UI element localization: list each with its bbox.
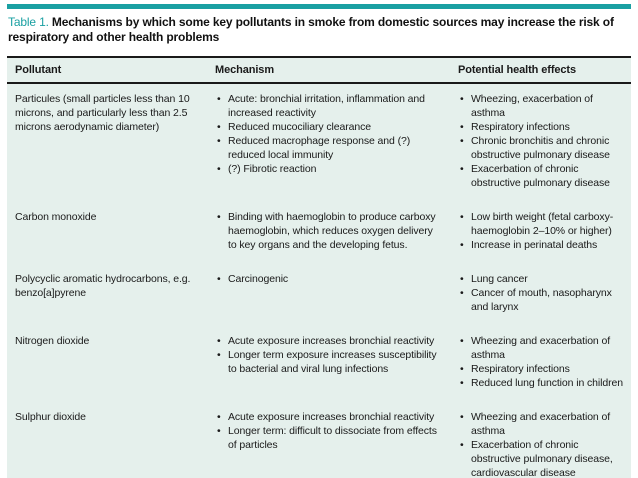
effects-cell: Wheezing and exacerbation of asthmaExace…: [450, 402, 631, 478]
pollutant-cell: Particules (small particles less than 10…: [15, 93, 190, 133]
bullet-item: Reduced macrophage response and (?) redu…: [215, 134, 444, 162]
table-caption: Table 1. Mechanisms by which some key pol…: [8, 15, 631, 45]
bullet-item: Acute: bronchial irritation, inflammatio…: [215, 92, 444, 120]
bullet-item: Longer term: difficult to dissociate fro…: [215, 424, 444, 452]
table-row: Polycyclic aromatic hydrocarbons, e.g. b…: [7, 264, 631, 326]
bullet-item: Respiratory infections: [458, 120, 625, 134]
bullet-item: Increase in perinatal deaths: [458, 238, 625, 252]
effects-list: Lung cancerCancer of mouth, nasopharynx …: [458, 272, 625, 314]
mechanism-list: Acute exposure increases bronchial react…: [215, 334, 444, 376]
bullet-item: Reduced lung function in children: [458, 376, 625, 390]
pollutant-cell: Carbon monoxide: [15, 211, 97, 223]
col-header-mechanism: Mechanism: [207, 57, 450, 84]
table-row: Carbon monoxide Binding with haemoglobin…: [7, 202, 631, 264]
mechanism-cell: Carcinogenic: [207, 264, 450, 326]
bullet-item: Binding with haemoglobin to produce carb…: [215, 210, 444, 252]
mechanism-cell: Binding with haemoglobin to produce carb…: [207, 202, 450, 264]
mechanism-list: Carcinogenic: [215, 272, 444, 286]
pollutant-cell: Nitrogen dioxide: [15, 335, 90, 347]
pollutant-cell: Sulphur dioxide: [15, 411, 86, 423]
bullet-item: Acute exposure increases bronchial react…: [215, 334, 444, 348]
mechanism-list: Acute exposure increases bronchial react…: [215, 410, 444, 452]
bullet-item: Wheezing and exacerbation of asthma: [458, 334, 625, 362]
bullet-item: Low birth weight (fetal carboxy-haemoglo…: [458, 210, 625, 238]
table-header-row: Pollutant Mechanism Potential health eff…: [7, 57, 631, 84]
pollutant-cell: Polycyclic aromatic hydrocarbons, e.g. b…: [15, 273, 191, 299]
effects-cell: Low birth weight (fetal carboxy-haemoglo…: [450, 202, 631, 264]
mechanism-list: Binding with haemoglobin to produce carb…: [215, 210, 444, 252]
bullet-item: Lung cancer: [458, 272, 625, 286]
bullet-item: Cancer of mouth, nasopharynx and larynx: [458, 286, 625, 314]
mechanism-cell: Acute: bronchial irritation, inflammatio…: [207, 83, 450, 202]
effects-list: Low birth weight (fetal carboxy-haemoglo…: [458, 210, 625, 252]
bullet-item: Wheezing and exacerbation of asthma: [458, 410, 625, 438]
bullet-item: Acute exposure increases bronchial react…: [215, 410, 444, 424]
mechanism-list: Acute: bronchial irritation, inflammatio…: [215, 92, 444, 176]
table-row: Particules (small particles less than 10…: [7, 83, 631, 202]
bullet-item: Reduced mucociliary clearance: [215, 120, 444, 134]
table-caption-text: Mechanisms by which some key pollutants …: [8, 15, 614, 44]
bullet-item: Longer term exposure increases susceptib…: [215, 348, 444, 376]
effects-cell: Wheezing, exacerbation of asthmaRespirat…: [450, 83, 631, 202]
bullet-item: Exacerbation of chronic obstructive pulm…: [458, 162, 625, 190]
bullet-item: Wheezing, exacerbation of asthma: [458, 92, 625, 120]
bullet-item: Exacerbation of chronic obstructive pulm…: [458, 438, 625, 478]
effects-list: Wheezing and exacerbation of asthmaExace…: [458, 410, 625, 478]
table-row: Sulphur dioxide Acute exposure increases…: [7, 402, 631, 478]
mechanism-cell: Acute exposure increases bronchial react…: [207, 326, 450, 402]
top-accent-rule: [7, 4, 631, 9]
effects-cell: Lung cancerCancer of mouth, nasopharynx …: [450, 264, 631, 326]
effects-list: Wheezing, exacerbation of asthmaRespirat…: [458, 92, 625, 190]
effects-cell: Wheezing and exacerbation of asthmaRespi…: [450, 326, 631, 402]
table-body: Particules (small particles less than 10…: [7, 83, 631, 478]
table-row: Nitrogen dioxide Acute exposure increase…: [7, 326, 631, 402]
bullet-item: (?) Fibrotic reaction: [215, 162, 444, 176]
bullet-item: Respiratory infections: [458, 362, 625, 376]
bullet-item: Carcinogenic: [215, 272, 444, 286]
pollutants-table: Pollutant Mechanism Potential health eff…: [7, 56, 631, 478]
col-header-pollutant: Pollutant: [7, 57, 207, 84]
bullet-item: Chronic bronchitis and chronic obstructi…: [458, 134, 625, 162]
effects-list: Wheezing and exacerbation of asthmaRespi…: [458, 334, 625, 390]
col-header-effects: Potential health effects: [450, 57, 631, 84]
table-number-label: Table 1.: [8, 15, 49, 29]
mechanism-cell: Acute exposure increases bronchial react…: [207, 402, 450, 478]
